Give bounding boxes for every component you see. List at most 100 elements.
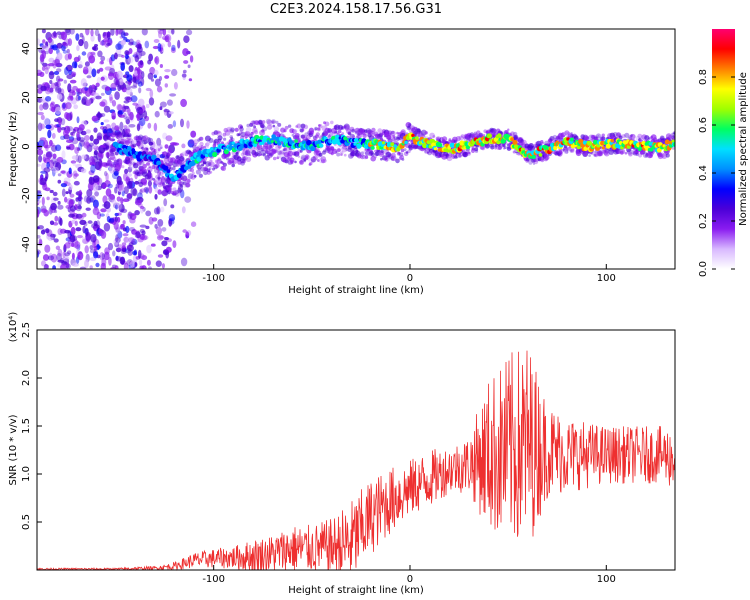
spectrogram-cell <box>141 146 145 150</box>
spectrogram-cell <box>157 254 164 258</box>
spectrogram-cell <box>85 129 91 134</box>
spectrogram-cell <box>138 259 143 266</box>
spectrogram-cell <box>56 52 63 61</box>
spectrogram-cell <box>204 167 208 171</box>
spectrogram-cell <box>432 135 436 138</box>
spectrogram-cell <box>563 145 568 149</box>
spectrogram-cell <box>337 148 341 153</box>
spectrogram-cell <box>44 176 48 182</box>
spectrogram-cell <box>240 125 243 129</box>
spectrogram-cell <box>37 225 44 230</box>
spectrogram-cell <box>157 42 162 52</box>
spectrogram-cell <box>375 150 381 156</box>
spectrogram-cell <box>57 259 65 263</box>
spectrogram-cell <box>118 133 123 138</box>
spectrogram-cell <box>60 135 66 140</box>
colorbar-tick-label: 0.0 <box>698 261 709 277</box>
spectrogram-cell <box>445 156 449 159</box>
spectrogram-cell <box>60 170 66 174</box>
spectrogram-cell <box>387 154 391 158</box>
spectrogram-cell <box>301 134 306 139</box>
spectrogram-cell <box>52 166 59 174</box>
spectrogram-cell <box>121 247 127 252</box>
spectrogram-cell <box>254 120 259 125</box>
snr-xlabel: Height of straight line (km) <box>288 585 424 596</box>
spectrogram-cell <box>134 231 142 239</box>
spectrogram-cell <box>214 163 220 169</box>
spectrogram-cell <box>277 141 282 146</box>
spectrogram-cell <box>124 50 129 56</box>
spectrogram-cell <box>170 204 175 209</box>
spectrogram-cell <box>203 145 207 149</box>
spectrogram-cell <box>91 46 97 51</box>
spectrogram-cell <box>176 173 182 179</box>
spectrogram-cell <box>334 130 337 134</box>
spectrogram-cell <box>117 187 125 193</box>
spectrogram-cell <box>165 155 170 160</box>
spectrogram-cell <box>125 118 130 125</box>
spectrogram-cell <box>148 165 152 169</box>
spectrogram-cell <box>446 153 450 157</box>
spectrogram-cell <box>101 253 106 260</box>
spectrogram-cell <box>261 129 265 133</box>
spectrogram-cell <box>114 216 118 223</box>
spectrogram-cell <box>181 206 186 214</box>
spectrogram-cell <box>147 180 152 187</box>
colorbar-tick-label: 0.2 <box>698 213 709 229</box>
spectrogram-cell <box>61 150 66 160</box>
spectrogram-cell <box>166 169 171 174</box>
spectrogram-cell <box>64 29 71 34</box>
spectrogram-cell <box>214 159 219 164</box>
spectrogram-cell <box>222 132 227 137</box>
spectrogram-cell <box>145 147 149 151</box>
spectrogram-cell <box>137 249 142 259</box>
spectrogram-cell <box>139 224 147 228</box>
spectrogram-cell <box>155 260 162 268</box>
spectrogram-cell <box>132 250 137 256</box>
spectrogram-cell <box>148 53 154 62</box>
spectrogram-cell <box>107 183 113 189</box>
spectrogram-cell <box>68 167 72 175</box>
spectrogram-cell <box>137 74 142 80</box>
spectrogram-cell <box>222 162 227 167</box>
spectrogram-cell <box>110 152 115 157</box>
spectrogram-cell <box>128 48 133 54</box>
spectrogram-cell <box>563 131 568 136</box>
spectrogram-cell <box>45 124 52 130</box>
spectrogram-cell <box>62 42 68 47</box>
spectrogram-cell <box>141 265 147 269</box>
spectrogram-cell <box>104 171 108 177</box>
spectrogram-cell <box>44 67 49 75</box>
spectrogram-cell <box>130 95 138 103</box>
spectrogram-cell <box>435 136 440 141</box>
spectrogram-cell <box>212 151 218 158</box>
spectrogram-cell <box>228 157 235 164</box>
spectrogram-cell <box>462 149 466 153</box>
spectrogram-cell <box>147 59 152 65</box>
spectrogram-cell <box>206 170 211 175</box>
spectrogram-cell <box>583 146 588 152</box>
spectrogram-cell <box>88 55 96 64</box>
spectrogram-cell <box>198 173 203 178</box>
spectrogram-cell <box>597 135 601 139</box>
snr-frame <box>36 329 676 571</box>
spectrogram-cell <box>563 146 568 151</box>
snr-xtick-label: 0 <box>407 574 413 585</box>
spectrogram-cell <box>84 245 89 254</box>
spectrogram-cell <box>39 54 45 63</box>
spectrogram-cell <box>628 151 633 157</box>
spectrogram-cell <box>266 119 273 126</box>
spectrogram-cell <box>114 163 121 172</box>
spectrogram-cell <box>369 130 376 137</box>
spectrogram-cell <box>148 185 153 194</box>
spectrogram-cell <box>387 157 391 161</box>
spectrogram-cell <box>142 163 147 169</box>
spectrogram-cell <box>446 155 453 162</box>
spectrogram-cell <box>361 128 366 133</box>
spectrogram-cell <box>39 104 44 111</box>
snr-ytick-label: 1.0 <box>21 466 32 482</box>
spectrogram-cell <box>99 40 106 46</box>
spectrogram-ytick-label: -40 <box>21 236 32 252</box>
spectrogram-cell <box>79 266 87 269</box>
spectrogram-cell <box>206 141 211 146</box>
